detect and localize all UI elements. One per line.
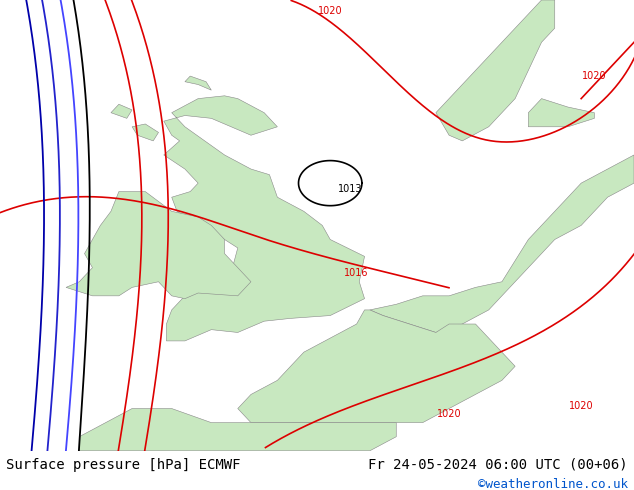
Polygon shape bbox=[164, 96, 365, 341]
Text: Surface pressure [hPa] ECMWF: Surface pressure [hPa] ECMWF bbox=[6, 458, 241, 471]
Polygon shape bbox=[66, 192, 251, 298]
Text: 1020: 1020 bbox=[437, 409, 462, 419]
Polygon shape bbox=[370, 155, 634, 332]
Text: Fr 24-05-2024 06:00 UTC (00+06): Fr 24-05-2024 06:00 UTC (00+06) bbox=[368, 458, 628, 471]
Text: 1016: 1016 bbox=[344, 268, 369, 278]
Text: 1013: 1013 bbox=[338, 184, 363, 194]
Text: 1020: 1020 bbox=[582, 71, 607, 81]
Polygon shape bbox=[111, 104, 132, 119]
Text: 1020: 1020 bbox=[569, 400, 593, 411]
Polygon shape bbox=[528, 98, 595, 127]
Text: ©weatheronline.co.uk: ©weatheronline.co.uk bbox=[477, 478, 628, 490]
Polygon shape bbox=[185, 76, 211, 90]
Polygon shape bbox=[238, 310, 515, 422]
Text: 1020: 1020 bbox=[318, 6, 342, 16]
Polygon shape bbox=[436, 0, 555, 141]
Polygon shape bbox=[132, 124, 158, 141]
Polygon shape bbox=[79, 409, 396, 451]
